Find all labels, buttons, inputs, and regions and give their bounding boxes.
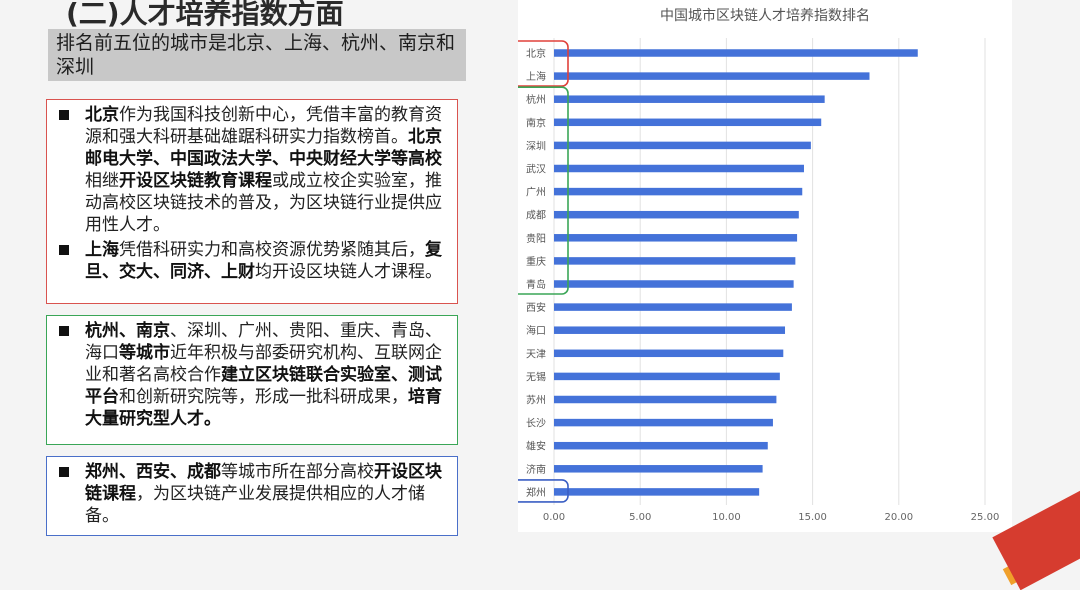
slide-title: (二)人才培养指数方面	[66, 0, 344, 30]
bar-11	[554, 303, 792, 311]
bar-15	[554, 395, 777, 404]
bar-1	[554, 72, 870, 80]
tier-three-cities-box: 郑州、西安、成都等城市所在部分高校开设区块链课程，为区块链产业发展提供相应的人才…	[46, 456, 458, 536]
bar-4	[554, 141, 811, 150]
category-label: 贵阳	[526, 232, 546, 245]
bold-text: 北京	[85, 105, 119, 125]
bold-text: 北京邮电大学、中国政法大学、中央财经大学等高校	[85, 127, 442, 169]
body-text: 相继	[85, 171, 119, 191]
bold-text: 开设区块链教育课程	[119, 171, 272, 191]
body-text: 或成立校企实验室，推动高校区块链技术的普及，为区块链行业提供应用性人才。	[85, 171, 442, 235]
category-label: 武汉	[526, 163, 546, 176]
bullet-item: 上海凭借科研实力和高校资源优势紧随其后，复旦、交大、同济、上财均开设区块链人才课…	[59, 239, 449, 283]
ranking-chart-svg: 中国城市区块链人才培养指数排名 0.00 5.00 10.00 15.00 20.00 25…	[518, 7, 1000, 523]
bullet-item: 郑州、西安、成都等城市所在部分高校开设区块链课程，为区块链产业发展提供相应的人才…	[59, 461, 449, 527]
category-label: 长沙	[526, 418, 546, 430]
bar-18	[554, 465, 763, 473]
body-text: 作为我国科技创新中心，凭借丰富的教育资源和强大科研基础雄踞科研实力指数榜首。	[85, 105, 442, 147]
bar-16	[554, 418, 773, 427]
category-label: 重庆	[526, 255, 546, 268]
bar-6	[554, 187, 803, 196]
bullet-item: 杭州、南京、深圳、广州、贵阳、重庆、青岛、海口等城市近年积极与部委研究机构、互联…	[59, 320, 449, 430]
chart-title: 中国城市区块链人才培养指数排名	[660, 7, 870, 24]
category-label: 南京	[526, 116, 546, 129]
category-label: 天津	[526, 348, 546, 360]
body-text: 均开设区块链人才课程。	[255, 262, 442, 282]
bar-5	[554, 164, 804, 173]
bold-text: 等城市	[119, 343, 170, 363]
body-text: 、深圳、广州、贵阳、重庆、青岛、海口	[85, 321, 442, 363]
x-tick-label: 0.00	[543, 512, 565, 523]
body-text: 凭借科研实力和高校资源优势紧随其后，	[119, 240, 425, 260]
bar-9	[554, 257, 796, 265]
category-label: 西安	[526, 301, 546, 314]
category-label: 深圳	[526, 140, 546, 152]
category-label: 青岛	[526, 278, 546, 291]
x-tick-label: 15.00	[798, 512, 827, 523]
body-text: 近年积极与部委研究机构、互联网企业和著名高校合作	[85, 343, 442, 385]
highlight-group-0	[518, 40, 569, 87]
x-tick-label: 10.00	[712, 512, 741, 523]
bar-3	[554, 118, 822, 127]
highlight-group-2	[518, 479, 569, 503]
bar-8	[554, 234, 798, 242]
bold-text: 郑州、西安、成都	[85, 462, 221, 482]
bold-text: 建立区块链联合实验室、测试平台	[85, 365, 442, 407]
bar-10	[554, 280, 794, 288]
category-label: 郑州	[526, 486, 546, 499]
bar-19	[554, 488, 760, 496]
bar-14	[554, 372, 780, 381]
category-label: 海口	[526, 324, 546, 337]
summary-bar: 排名前五位的城市是北京、上海、杭州、南京和深圳	[48, 29, 466, 81]
bar-12	[554, 326, 786, 334]
highlight-group-1	[518, 86, 569, 295]
x-tick-label: 20.00	[884, 512, 913, 523]
x-tick-label: 25.00	[971, 512, 1000, 523]
bullet-square-icon	[59, 110, 69, 120]
category-label: 成都	[526, 210, 546, 222]
category-label: 杭州	[526, 93, 546, 106]
bold-text: 开设区块链课程	[85, 462, 442, 504]
bullet-square-icon	[59, 467, 69, 477]
bar-7	[554, 210, 799, 219]
bar-17	[554, 441, 768, 450]
bold-text: 复旦、交大、同济、上财	[85, 240, 442, 282]
body-text: 等城市所在部分高校	[221, 462, 374, 482]
category-label: 上海	[526, 70, 546, 83]
category-label: 广州	[526, 187, 546, 199]
category-label: 雄安	[526, 440, 546, 453]
bullet-square-icon	[59, 326, 69, 336]
body-text: 和创新研究院等，形成一批科研成果，	[119, 387, 408, 407]
category-label: 苏州	[526, 394, 546, 407]
beijing-shanghai-box: 北京作为我国科技创新中心，凭借丰富的教育资源和强大科研基础雄踞科研实力指数榜首。…	[46, 99, 458, 304]
bar-0	[554, 49, 918, 57]
ranking-chart: 中国城市区块链人才培养指数排名 0.00 5.00 10.00 15.00 20.00 25…	[518, 0, 1012, 532]
bold-text: 上海	[85, 240, 119, 260]
category-label: 北京	[526, 47, 546, 60]
bar-2	[554, 95, 825, 103]
bar-13	[554, 349, 784, 358]
bold-text: 杭州、南京	[85, 321, 170, 341]
bold-text: 培育大量研究型人才。	[85, 387, 442, 429]
bullet-square-icon	[59, 245, 69, 255]
tier-two-cities-box: 杭州、南京、深圳、广州、贵阳、重庆、青岛、海口等城市近年积极与部委研究机构、互联…	[46, 315, 458, 445]
category-label: 济南	[526, 463, 546, 476]
bullet-item: 北京作为我国科技创新中心，凭借丰富的教育资源和强大科研基础雄踞科研实力指数榜首。…	[59, 104, 449, 236]
category-label: 无锡	[526, 370, 546, 383]
body-text: ，为区块链产业发展提供相应的人才储备。	[85, 484, 425, 526]
x-tick-label: 5.00	[629, 512, 651, 523]
